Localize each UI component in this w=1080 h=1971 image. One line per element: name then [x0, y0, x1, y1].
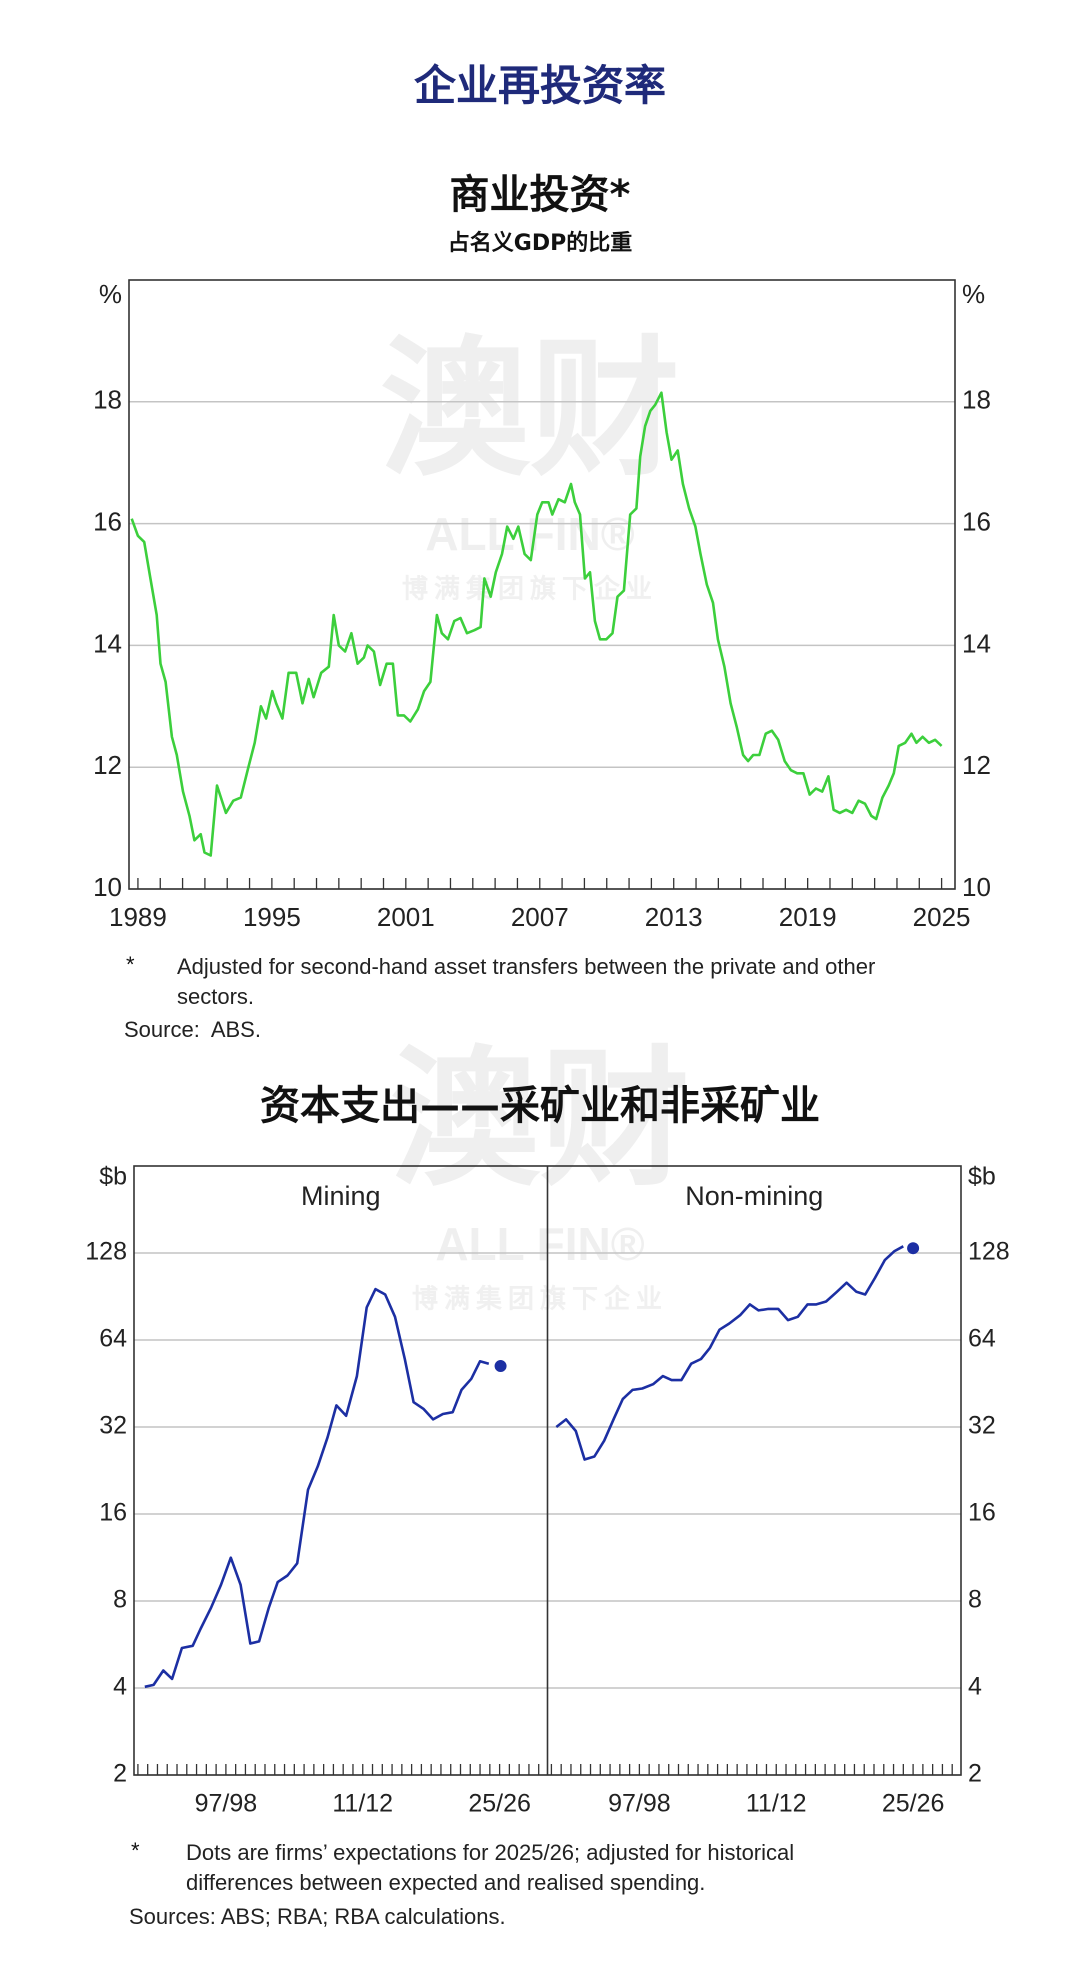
x-tick-label: 1989 — [109, 902, 167, 932]
y-tick-label: 128 — [85, 1238, 127, 1266]
x-tick-label: 25/26 — [468, 1790, 531, 1818]
chart-subtitle: 占名义GDP的比重 — [448, 230, 632, 256]
footnote: Dots are firms’ expectations for 2025/26… — [186, 1840, 801, 1895]
y2-tick-label: 8 — [968, 1586, 982, 1614]
footnote: Adjusted for second-hand asset transfers… — [177, 954, 882, 1009]
y2-tick-label: 16 — [962, 506, 991, 536]
y2-tick-label: 32 — [968, 1412, 996, 1440]
panel-title: Non-mining — [685, 1181, 823, 1211]
y2-tick-label: 16 — [968, 1499, 996, 1527]
y2-unit: % — [962, 279, 985, 309]
y2-tick-label: 2 — [968, 1760, 982, 1788]
x-tick-label: 97/98 — [608, 1790, 671, 1818]
y2-tick-label: 64 — [968, 1325, 996, 1353]
panel-title: Mining — [301, 1181, 381, 1211]
y-unit: % — [99, 279, 122, 309]
y-tick-label: 32 — [99, 1412, 127, 1440]
watermark-tagline: 博满集团旗下企业 — [402, 574, 658, 605]
y-unit: $b — [99, 1163, 127, 1191]
expectation-dot — [494, 1360, 507, 1373]
y-tick-label: 4 — [113, 1673, 127, 1701]
x-tick-label: 25/26 — [882, 1790, 945, 1818]
data-line — [555, 1245, 904, 1461]
watermark-brand: ALL FIN® — [425, 508, 634, 560]
x-tick-label: 2013 — [645, 902, 703, 932]
y-tick-label: 64 — [99, 1325, 127, 1353]
x-tick-label: 11/12 — [332, 1790, 393, 1818]
data-line — [130, 391, 943, 857]
footnote-mark: * — [126, 952, 135, 977]
chart-title: 商业投资* — [450, 172, 631, 218]
y-tick-label: 10 — [93, 872, 122, 902]
expectation-dot — [907, 1242, 920, 1255]
y2-tick-label: 128 — [968, 1238, 1010, 1266]
watermark: 澳财 — [390, 1033, 690, 1207]
watermark-brand: ALL FIN® — [435, 1218, 644, 1270]
y2-unit: $b — [968, 1163, 996, 1191]
chart-title: 资本支出——采矿业和非采矿业 — [260, 1083, 820, 1129]
x-tick-label: 2019 — [779, 902, 837, 932]
watermark: 澳财 — [380, 323, 680, 497]
y2-tick-label: 18 — [962, 385, 991, 415]
y2-tick-label: 14 — [962, 628, 991, 658]
y-tick-label: 16 — [99, 1499, 127, 1527]
y-tick-label: 14 — [93, 628, 122, 658]
y2-tick-label: 12 — [962, 750, 991, 780]
x-tick-label: 2001 — [377, 902, 435, 932]
y-tick-label: 2 — [113, 1760, 127, 1788]
plot-frame — [128, 279, 956, 890]
y2-tick-label: 4 — [968, 1673, 982, 1701]
x-tick-label: 1995 — [243, 902, 301, 932]
source: Source: ABS. — [124, 1017, 261, 1042]
x-tick-label: 11/12 — [746, 1790, 807, 1818]
plot-frame — [133, 1165, 962, 1776]
x-tick-label: 2007 — [511, 902, 569, 932]
watermark-tagline: 博满集团旗下企业 — [412, 1284, 668, 1315]
y2-tick-label: 10 — [962, 872, 991, 902]
x-tick-label: 2025 — [913, 902, 971, 932]
x-tick-label: 97/98 — [195, 1790, 258, 1818]
data-line — [144, 1287, 490, 1689]
page-title: 企业再投资率 — [413, 61, 666, 110]
source: Sources: ABS; RBA; RBA calculations. — [129, 1904, 506, 1929]
y-tick-label: 8 — [113, 1586, 127, 1614]
y-tick-label: 12 — [93, 750, 122, 780]
y-tick-label: 16 — [93, 506, 122, 536]
y-tick-label: 18 — [93, 385, 122, 415]
footnote-mark: * — [131, 1838, 140, 1863]
